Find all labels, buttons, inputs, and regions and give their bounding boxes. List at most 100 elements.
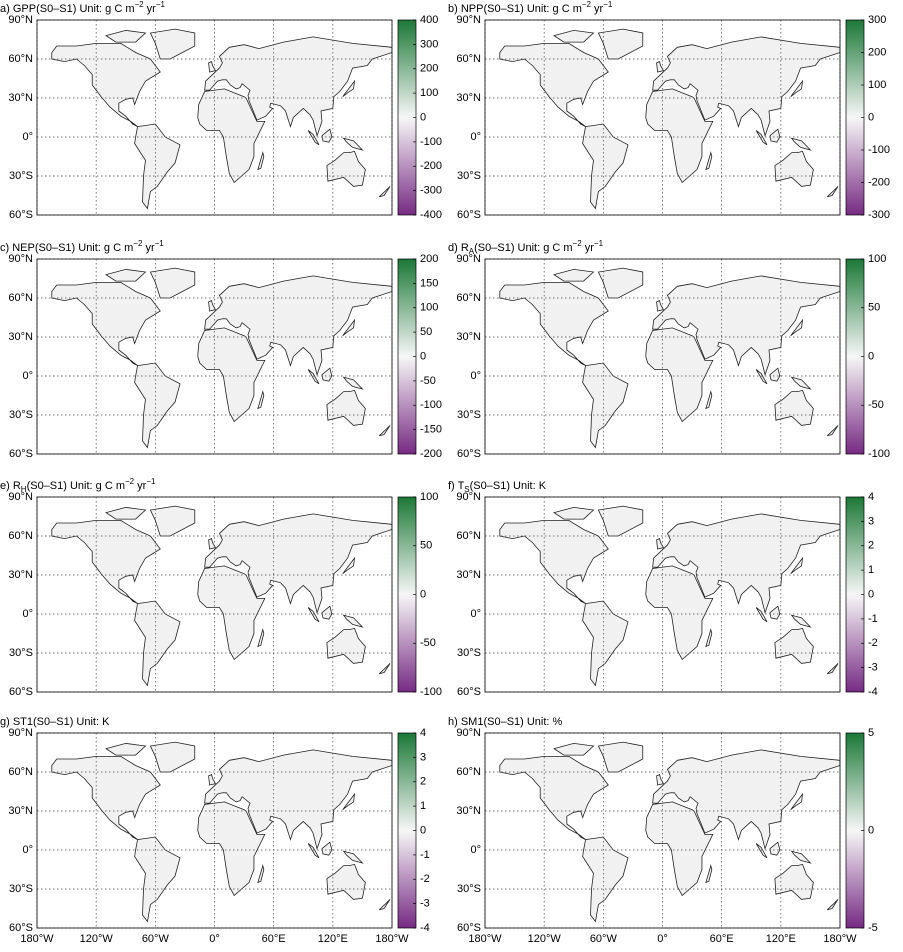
lat-tick-label: 60°N: [8, 53, 33, 65]
map-frame: [484, 258, 841, 455]
colorbar-tick-label: 5: [868, 727, 874, 739]
colorbar-tick-label: 50: [868, 302, 880, 314]
colorbar-tick-label: 0: [868, 111, 874, 123]
lat-tick-label: 30°N: [456, 92, 481, 104]
map-frame: [484, 496, 841, 693]
colorbar-tick-label: -300: [868, 209, 890, 221]
lat-tick-label: 0°: [470, 370, 481, 382]
colorbar-tick-label: 150: [420, 277, 438, 289]
lat-tick-label: 90°N: [456, 491, 481, 503]
title-part: −1: [155, 239, 165, 248]
colorbar-tick-label: -150: [420, 424, 442, 436]
lat-tick-label: 60°N: [456, 53, 481, 65]
colorbar-tick-label: -100: [420, 686, 442, 698]
colorbar-tick-label: -4: [868, 686, 878, 698]
title-part: −1: [156, 0, 166, 9]
lat-tick-label: 90°N: [456, 727, 481, 739]
lat-tick-label: 30°N: [8, 331, 33, 343]
title-part: −1: [594, 239, 604, 248]
panel-title: c) NEP(S0–S1) Unit: g C m−2 yr−1: [0, 239, 164, 254]
lon-tick-label: 0°: [657, 933, 668, 945]
colorbar-tick-label: -2: [420, 873, 430, 885]
colorbar-tick-label: -1: [868, 613, 878, 625]
map-frame: [36, 19, 393, 216]
colorbar-tick-label: -4: [420, 922, 430, 934]
colorbar-tick-label: -2: [868, 637, 878, 649]
colorbar-tick-label: 3: [868, 515, 874, 527]
title-part: H: [21, 485, 27, 494]
colorbar-tick-label: 100: [868, 79, 886, 91]
title-part: −2: [133, 239, 143, 248]
colorbar-tick-label: 4: [420, 727, 426, 739]
title-part: (S0–S1) Unit: K: [470, 480, 547, 492]
lon-tick-label: 180°W: [20, 933, 54, 945]
map-panel: e) RH(S0–S1) Unit: g C m−2 yr−190°N60°N3…: [0, 477, 442, 698]
lat-tick-label: 60°N: [8, 766, 33, 778]
map-panel: d) RA(S0–S1) Unit: g C m−2 yr−190°N60°N3…: [448, 239, 890, 460]
title-part: yr: [591, 3, 604, 15]
colorbar-tick-label: -3: [868, 662, 878, 674]
colorbar-tick-label: 400: [420, 14, 438, 26]
title-part: −1: [603, 0, 613, 9]
title-part: a) GPP(S0–S1) Unit: g C m: [0, 3, 135, 15]
lon-tick-label: 180°W: [823, 933, 857, 945]
lon-tick-label: 180°W: [468, 933, 502, 945]
colorbar-tick-label: -200: [420, 448, 442, 460]
lat-tick-label: 30°S: [9, 883, 33, 895]
lat-tick-label: 60°S: [9, 209, 33, 221]
colorbar-tick-label: -200: [868, 176, 890, 188]
lat-tick-label: 90°N: [8, 491, 33, 503]
lat-tick-label: 0°: [22, 844, 33, 856]
colorbar-tick-label: -50: [868, 399, 884, 411]
title-part: f) T: [448, 480, 465, 492]
title-part: −2: [582, 0, 592, 9]
lat-tick-label: 30°S: [9, 170, 33, 182]
map-frame: [484, 19, 841, 216]
lat-tick-label: 30°N: [456, 331, 481, 343]
lon-tick-label: 120°W: [80, 933, 114, 945]
lat-tick-label: 0°: [22, 131, 33, 143]
lat-tick-label: 90°N: [456, 253, 481, 265]
title-part: e) R: [0, 480, 21, 492]
lat-tick-label: 30°N: [456, 569, 481, 581]
colorbar-tick-label: 0: [420, 111, 426, 123]
lat-tick-label: 90°N: [8, 253, 33, 265]
map-frame: [36, 496, 393, 693]
colorbar-tick-label: 2: [868, 540, 874, 552]
title-part: S: [464, 485, 469, 494]
colorbar-tick-label: 50: [420, 540, 432, 552]
map-frame: [36, 258, 393, 455]
lat-tick-label: 30°N: [8, 92, 33, 104]
lon-tick-label: 60°W: [142, 933, 170, 945]
colorbar-tick-label: -200: [420, 160, 442, 172]
map-panel: h) SM1(S0–S1) Unit: %90°N 60°N 30°N 0° 30°S 6…: [448, 716, 878, 945]
colorbar-tick-label: 2: [420, 776, 426, 788]
panel-title: a) GPP(S0–S1) Unit: g C m−2 yr−1: [0, 0, 166, 15]
colorbar-tick-label: 0: [868, 350, 874, 362]
lat-tick-label: 0°: [470, 844, 481, 856]
colorbar-tick-label: 0: [420, 824, 426, 836]
colorbar-tick-label: 1: [868, 564, 874, 576]
lat-tick-label: 60°S: [457, 209, 481, 221]
lat-tick-label: 60°S: [9, 448, 33, 460]
colorbar-tick-label: 4: [868, 491, 874, 503]
lon-tick-label: 60°E: [710, 933, 734, 945]
lon-tick-label: 60°W: [590, 933, 618, 945]
colorbar-tick-label: 0: [420, 350, 426, 362]
title-part: d) R: [448, 242, 469, 254]
lon-tick-label: 60°E: [262, 933, 286, 945]
colorbar-tick-label: 300: [420, 38, 438, 50]
lat-tick-label: 30°S: [9, 647, 33, 659]
lat-tick-label: 90°N: [456, 14, 481, 26]
lat-tick-label: 60°N: [8, 292, 33, 304]
lon-tick-label: 120°E: [766, 933, 796, 945]
lat-tick-label: 90°N: [8, 727, 33, 739]
colorbar-tick-label: 0: [868, 824, 874, 836]
colorbar-tick-label: 100: [420, 302, 438, 314]
lon-tick-label: 0°: [209, 933, 220, 945]
title-part: yr: [144, 3, 157, 15]
lat-tick-label: 0°: [22, 608, 33, 620]
title-part: g) ST1(S0–S1) Unit: K: [0, 716, 110, 728]
title-part: A: [469, 247, 475, 256]
